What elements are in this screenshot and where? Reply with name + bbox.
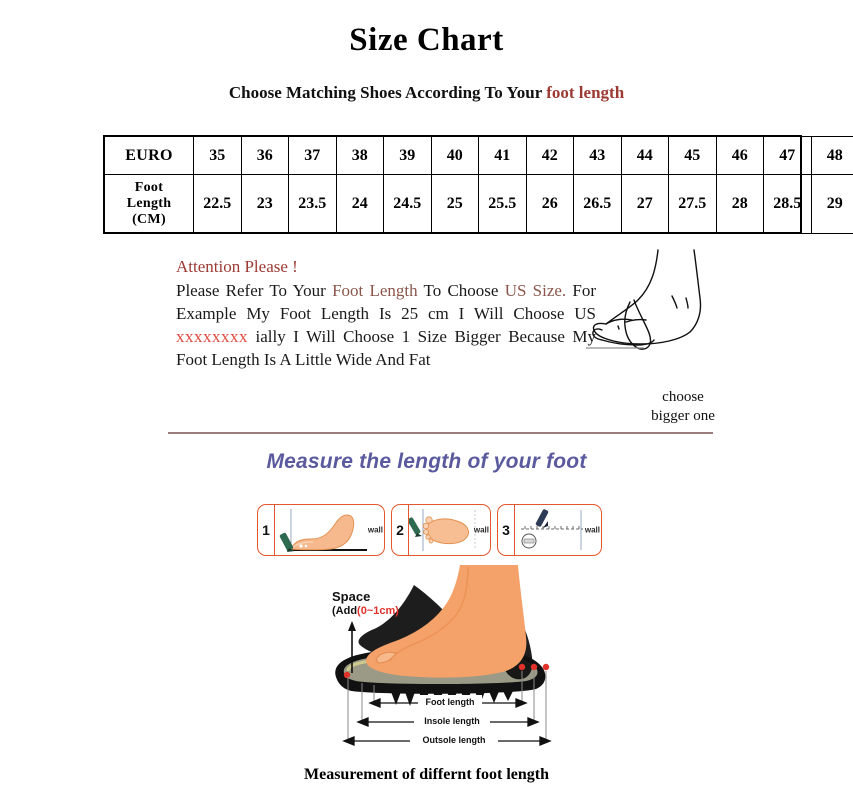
table-cell: 25.5 <box>478 174 527 234</box>
step-1-illustration: wall <box>275 505 384 555</box>
marker-dot-heel-3 <box>542 663 550 671</box>
label-plate-foot <box>418 695 482 711</box>
size-table: EURO 35 36 37 38 39 40 41 42 43 44 45 46… <box>104 136 853 234</box>
table-cell: 40 <box>430 136 479 175</box>
attention-text-1: Please Refer To Your <box>176 281 333 300</box>
attention-title: Attention Please ! <box>176 257 298 276</box>
table-cell: 38 <box>335 136 384 175</box>
row-header-line3: (CM) <box>132 212 166 227</box>
attention-text-5: For Example My Foot Length Is 25 cm I Wi… <box>176 281 597 323</box>
table-cell: 27 <box>620 174 669 234</box>
marker-dot-heel-2 <box>530 663 538 671</box>
space-add-value: (0~1cm) <box>357 605 399 617</box>
step-number-1: 1 <box>258 505 275 555</box>
foot-side-view-icon <box>279 509 367 552</box>
step-panel-2: 2 wall <box>391 504 491 556</box>
ruler-measure-icon <box>521 509 583 550</box>
table-cell: 41 <box>478 136 527 175</box>
space-arrow-head <box>348 621 356 631</box>
attention-text-3: To Choose <box>417 281 505 300</box>
table-cell: 44 <box>620 136 669 175</box>
table-cell: 36 <box>240 136 289 175</box>
marker-dot-heel-1 <box>518 663 526 671</box>
foot-contour <box>389 566 469 662</box>
step-2-illustration: wall <box>407 505 490 555</box>
table-cell: 23.5 <box>288 174 337 234</box>
row-header-foot-length: Foot Length (CM) <box>104 174 194 234</box>
row-header-line1: Foot <box>134 180 164 195</box>
foot-top-view-icon <box>407 509 476 551</box>
step-panel-3: 3 wall <box>497 504 602 556</box>
subtitle-prefix: Choose Matching Shoes According To Your <box>228 83 547 102</box>
attention-us-size-highlight: US Size. <box>504 281 567 300</box>
page-title: Size Chart <box>349 22 504 58</box>
table-cell: 47 <box>763 136 812 175</box>
table-cell: 39 <box>383 136 432 175</box>
table-cell: 35 <box>193 136 242 175</box>
table-cell: 25 <box>430 174 479 234</box>
step-3-illustration: wall <box>515 505 601 555</box>
table-cell: 24.5 <box>383 174 432 234</box>
page-subtitle: Choose Matching Shoes According To Your … <box>0 83 853 103</box>
table-cell: 24 <box>335 174 384 234</box>
measure-heading: Measure the length of your foot <box>266 450 587 473</box>
table-cell: 22.5 <box>193 174 242 234</box>
table-row-euro: EURO 35 36 37 38 39 40 41 42 43 44 45 46… <box>104 136 853 175</box>
label-plate-insole <box>414 714 490 730</box>
wall-label-2: wall <box>473 525 489 535</box>
table-row-foot-length: Foot Length (CM) 22.5 23 23.5 24 24.5 25… <box>104 174 853 234</box>
attention-block: Attention Please ! Please Refer To Your … <box>176 255 596 371</box>
table-cell: 43 <box>573 136 622 175</box>
table-cell: 45 <box>668 136 717 175</box>
table-cell: 28.5 <box>763 174 812 234</box>
attention-body: Please Refer To Your Foot Length To Choo… <box>176 281 596 369</box>
bottom-caption: Measurement of differnt foot length <box>304 766 549 783</box>
toe-shape <box>375 651 397 664</box>
space-add-prefix: (Add <box>332 605 358 617</box>
table-cell: 27.5 <box>668 174 717 234</box>
label-foot-length: Foot length <box>425 697 475 707</box>
table-cell: 42 <box>525 136 574 175</box>
wall-label-1: wall <box>367 525 383 535</box>
measure-steps: 1 wall 2 <box>257 504 602 556</box>
subtitle-highlight: foot length <box>546 83 625 102</box>
table-cell: 28 <box>715 174 764 234</box>
space-label: Space <box>332 589 371 604</box>
foot-outline-icon <box>586 249 702 350</box>
foot-line-art <box>586 248 776 378</box>
choose-bigger-line2: bigger one <box>651 408 715 424</box>
choose-bigger-line1: choose <box>662 389 704 405</box>
foot-measurement-diagram: Foot length Insole length Outsole length… <box>318 565 573 755</box>
attention-text-7: ially I Will Choose 1 Size Bigger Becaus… <box>176 327 596 369</box>
choose-bigger-note: choose bigger one <box>598 388 768 426</box>
table-cell: 26 <box>525 174 574 234</box>
attention-redacted-size: xxxxxxxx <box>176 327 248 346</box>
step-number-2: 2 <box>392 505 409 555</box>
label-outsole-length: Outsole length <box>422 735 486 745</box>
table-cell: 23 <box>240 174 289 234</box>
section-divider <box>168 432 713 434</box>
step-panel-1: 1 wall <box>257 504 385 556</box>
label-plate-outsole <box>410 733 498 749</box>
foot-shape <box>366 565 527 678</box>
label-insole-length: Insole length <box>424 716 480 726</box>
wall-label-3: wall <box>584 525 600 535</box>
foot-in-shoe-illustration <box>335 565 552 749</box>
row-header-line2: Length <box>126 196 172 211</box>
table-cell: 26.5 <box>573 174 622 234</box>
row-header-euro: EURO <box>104 136 194 175</box>
table-cell: 46 <box>715 136 764 175</box>
space-add-label: (Add(0~1cm) <box>332 605 399 617</box>
marker-dot-toe <box>343 671 351 679</box>
table-cell: 37 <box>288 136 337 175</box>
attention-foot-length-highlight: Foot Length <box>332 281 418 300</box>
size-table-grid: EURO 35 36 37 38 39 40 41 42 43 44 45 46… <box>104 136 853 234</box>
step-number-3: 3 <box>498 505 515 555</box>
table-cell: 48 <box>810 136 853 175</box>
table-cell: 29 <box>810 174 853 234</box>
